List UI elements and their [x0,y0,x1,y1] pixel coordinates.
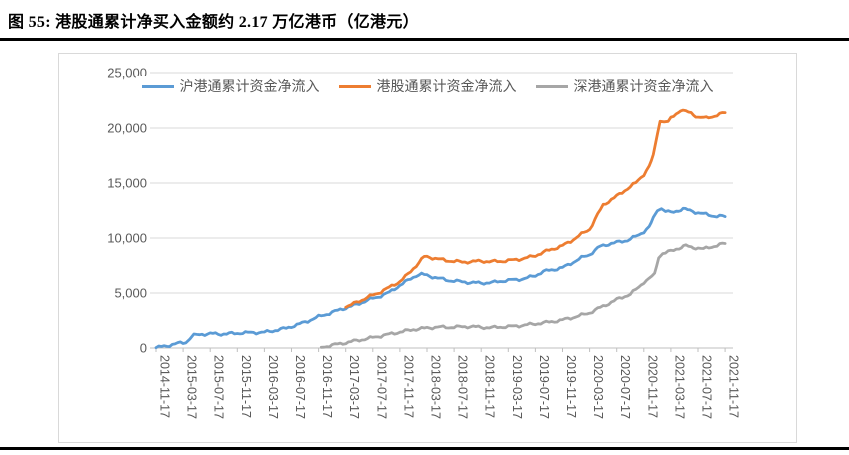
legend: 沪港通累计资金净流入 港股通累计资金净流入 深港通累计资金净流入 [135,76,720,96]
x-tick-label: 2019-07-17 [537,355,551,419]
y-tick-label: 20,000 [107,121,147,136]
y-tick-label: 5,000 [114,286,147,301]
x-tick-label: 2015-11-17 [239,355,253,418]
x-tick-label: 2016-11-17 [320,355,334,418]
x-tick-label: 2020-07-17 [618,355,632,419]
x-tick-label: 2015-07-17 [212,355,226,419]
gridlines [150,72,733,294]
legend-swatch [535,84,568,88]
x-axis-labels: 2014-11-17 2015-03-17 2015-07-17 2015-11-17… [158,355,741,419]
x-tick-label: 2019-11-17 [564,355,578,418]
legend-item-2: 港股通累计资金净流入 [338,78,517,94]
legend-label: 深港通累计资金净流入 [573,78,714,94]
x-tick-label: 2021-03-17 [672,355,686,419]
y-tick-label: 15,000 [107,176,147,191]
x-tick-label: 2021-07-17 [700,355,714,419]
x-tick-label: 2021-11-17 [727,355,741,418]
line-chart: 05,00010,00015,00020,00025,0002014-11-17… [107,66,741,419]
x-tick-label: 2015-03-17 [185,355,199,419]
x-tick-label: 2017-11-17 [401,355,415,418]
legend-label: 沪港通累计资金净流入 [179,78,320,94]
x-axis [150,347,733,352]
chart-container: 0 5,000 10,000 15,000 20,000 25,000 2014-11-17… [58,53,797,443]
x-tick-label: 2018-03-17 [429,355,443,419]
y-tick-label: 0 [140,341,147,356]
legend-item-1: 沪港通累计资金净流入 [141,78,320,94]
legend-item-3: 深港通累计资金净流入 [535,78,714,94]
series-line-1 [154,206,727,350]
x-tick-label: 2016-03-17 [266,355,280,419]
legend-swatch [338,84,371,88]
x-tick-label: 2020-11-17 [645,355,659,418]
x-tick-label: 2020-03-17 [591,355,605,419]
legend-swatch [141,84,174,88]
y-tick-label: 10,000 [107,231,147,246]
x-tick-label: 2018-07-17 [456,355,470,419]
x-tick-label: 2017-07-17 [374,355,388,419]
bottom-divider [0,447,849,450]
series-line-3 [319,241,727,349]
x-tick-label: 2018-11-17 [483,355,497,418]
legend-label: 港股通累计资金净流入 [376,78,517,94]
x-tick-label: 2014-11-17 [158,355,172,418]
series-line-2 [344,108,727,309]
x-tick-label: 2017-03-17 [347,355,361,419]
figure-title: 图 55: 港股通累计净买入金额约 2.17 万亿港币（亿港元） [0,0,849,41]
x-tick-label: 2016-07-17 [293,355,307,419]
x-tick-label: 2019-03-17 [510,355,524,419]
